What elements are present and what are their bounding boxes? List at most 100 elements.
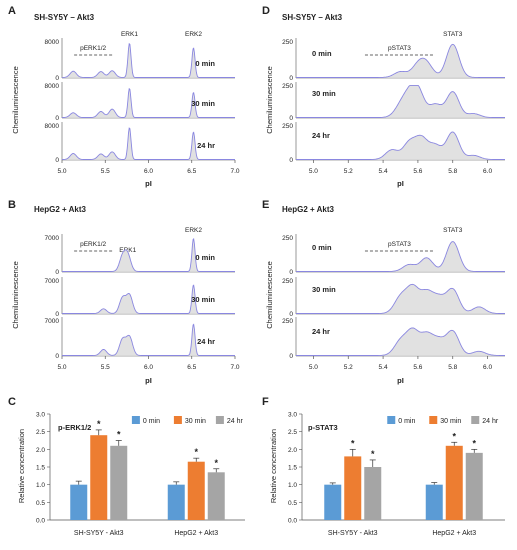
panel-f-legend-swatch — [429, 416, 437, 424]
panel-d-ytick-label: 250 — [282, 83, 293, 90]
panel-e-bracket-label: pSTAT3 — [388, 241, 411, 248]
panel-c-bar-0-min — [168, 485, 185, 520]
panel-b-sample-label: 30 min — [191, 295, 215, 304]
panel-f-ytick-label: 1.5 — [288, 465, 297, 472]
panel-b-ytick-label: 7000 — [45, 278, 60, 285]
panel-b-xtick-label: 6.0 — [144, 364, 153, 371]
panel-b-xlabel: pI — [145, 376, 152, 385]
panel-d-xtick-label: 5.8 — [448, 168, 457, 175]
panel-d-ytick-zero: 0 — [289, 115, 293, 122]
panel-d-ytick-zero: 0 — [289, 157, 293, 164]
panel-f-ytick-label: 2.0 — [288, 447, 297, 454]
panel-a-sample-label: 0 min — [195, 59, 215, 68]
panel-c-ytick-label: 2.5 — [36, 429, 45, 436]
panel-f-legend-label: 24 hr — [482, 418, 499, 425]
panel-e-ylabel: Chemiluminescence — [265, 261, 274, 329]
panel-e-ytick-label: 250 — [282, 235, 293, 242]
panel-b-peak-label: ERK2 — [185, 227, 202, 234]
panel-f-ytick-label: 2.5 — [288, 429, 297, 436]
panel-c-legend-swatch — [174, 416, 182, 424]
panel-e-xtick-label: 5.0 — [309, 364, 318, 371]
panel-d-peak-label: STAT3 — [443, 31, 463, 38]
panel-a-ytick-label: 8000 — [45, 123, 60, 130]
panel-a-xtick-label: 7.0 — [230, 168, 239, 175]
panel-b-letter: B — [8, 199, 16, 211]
panel-d-sample-label: 24 hr — [312, 131, 330, 140]
panel-c-legend-label: 30 min — [185, 418, 206, 425]
panel-f-title: p-STAT3 — [308, 423, 338, 432]
panel-e-ytick-zero: 0 — [289, 311, 293, 318]
panel-a-sample-label: 24 hr — [197, 141, 215, 150]
panel-b-ytick-zero: 0 — [55, 311, 59, 318]
panel-c-ylabel: Relative concentration — [17, 429, 26, 503]
panel-b-xtick-label: 5.5 — [101, 364, 110, 371]
panel-f-bar-30-min — [344, 456, 361, 520]
panel-c-ytick-label: 3.0 — [36, 412, 45, 419]
panel-e-letter: E — [262, 199, 269, 211]
panel-d-xtick-label: 5.6 — [413, 168, 422, 175]
panel-b-bracket-label: pERK1/2 — [80, 241, 106, 248]
panel-e-sample-label: 0 min — [312, 243, 332, 252]
panel-f-bar-0-min — [324, 485, 341, 520]
panel-f-legend-label: 0 min — [398, 418, 415, 425]
panel-f-bar-24-hr — [466, 453, 483, 520]
panel-b-ytick-zero: 0 — [55, 269, 59, 276]
panel-d-sample-label: 0 min — [312, 49, 332, 58]
panel-a-xtick-label: 5.0 — [57, 168, 66, 175]
panel-f-ytick-label: 3.0 — [288, 412, 297, 419]
panel-d-bracket-label: pSTAT3 — [388, 45, 411, 52]
panel-c-legend-label: 0 min — [143, 418, 160, 425]
panel-e-ytick-zero: 0 — [289, 353, 293, 360]
panel-b-ytick-zero: 0 — [55, 353, 59, 360]
panel-c-significance-marker: * — [194, 447, 198, 457]
panel-b-xtick-label: 5.0 — [57, 364, 66, 371]
panel-d-sample-label: 30 min — [312, 89, 336, 98]
panel-d-ytick-label: 250 — [282, 39, 293, 46]
panel-d-xlabel: pI — [397, 179, 404, 188]
panel-b-xtick-label: 7.0 — [230, 364, 239, 371]
panel-e-xtick-label: 6.0 — [483, 364, 492, 371]
panel-f-legend-swatch — [387, 416, 395, 424]
panel-f-ytick-label: 0.0 — [288, 518, 297, 525]
panel-c-category-label: SH-SY5Y - Akt3 — [74, 530, 124, 537]
panel-d-xtick-label: 6.0 — [483, 168, 492, 175]
panel-f-category-label: SH-SY5Y - Akt3 — [328, 530, 378, 537]
panel-e-sample-label: 24 hr — [312, 327, 330, 336]
panel-c-legend-swatch — [132, 416, 140, 424]
panel-a-ytick-zero: 0 — [55, 115, 59, 122]
panel-f-ytick-label: 0.5 — [288, 500, 297, 507]
panel-e-peak-label: STAT3 — [443, 227, 463, 234]
panel-f-significance-marker: * — [371, 449, 375, 459]
panel-e-xtick-label: 5.2 — [344, 364, 353, 371]
panel-a-ytick-label: 8000 — [45, 83, 60, 90]
panel-a-letter: A — [8, 5, 16, 17]
panel-c-ytick-label: 1.0 — [36, 482, 45, 489]
panel-b-sample-label: 0 min — [195, 253, 215, 262]
panel-e-ytick-zero: 0 — [289, 269, 293, 276]
panel-f-significance-marker: * — [472, 438, 476, 448]
panel-a-ytick-label: 8000 — [45, 39, 60, 46]
panel-f-category-label: HepG2 + Akt3 — [432, 530, 476, 537]
panel-a-xtick-label: 6.0 — [144, 168, 153, 175]
panel-c-ytick-label: 0.5 — [36, 500, 45, 507]
panel-a-peak-label: ERK1 — [121, 31, 138, 38]
panel-f-significance-marker: * — [351, 438, 355, 448]
panel-a-xlabel: pI — [145, 179, 152, 188]
panel-c-bar-24-hr — [208, 472, 225, 520]
panel-e-xlabel: pI — [397, 376, 404, 385]
panel-b-ytick-label: 7000 — [45, 318, 60, 325]
panel-f-ytick-label: 1.0 — [288, 482, 297, 489]
panel-c-letter: C — [8, 396, 16, 408]
panel-f-legend-swatch — [471, 416, 479, 424]
panel-c-significance-marker: * — [214, 458, 218, 468]
panel-c-significance-marker: * — [117, 430, 121, 440]
panel-d-xtick-label: 5.4 — [379, 168, 388, 175]
panel-c-significance-marker: * — [97, 419, 101, 429]
panel-f-bar-24-hr — [364, 467, 381, 520]
panel-a-xtick-label: 6.5 — [187, 168, 196, 175]
panel-a-peak-label: ERK2 — [185, 31, 202, 38]
panel-a-sample-label: 30 min — [191, 99, 215, 108]
panel-a-ylabel: Chemiluminescence — [11, 66, 20, 134]
